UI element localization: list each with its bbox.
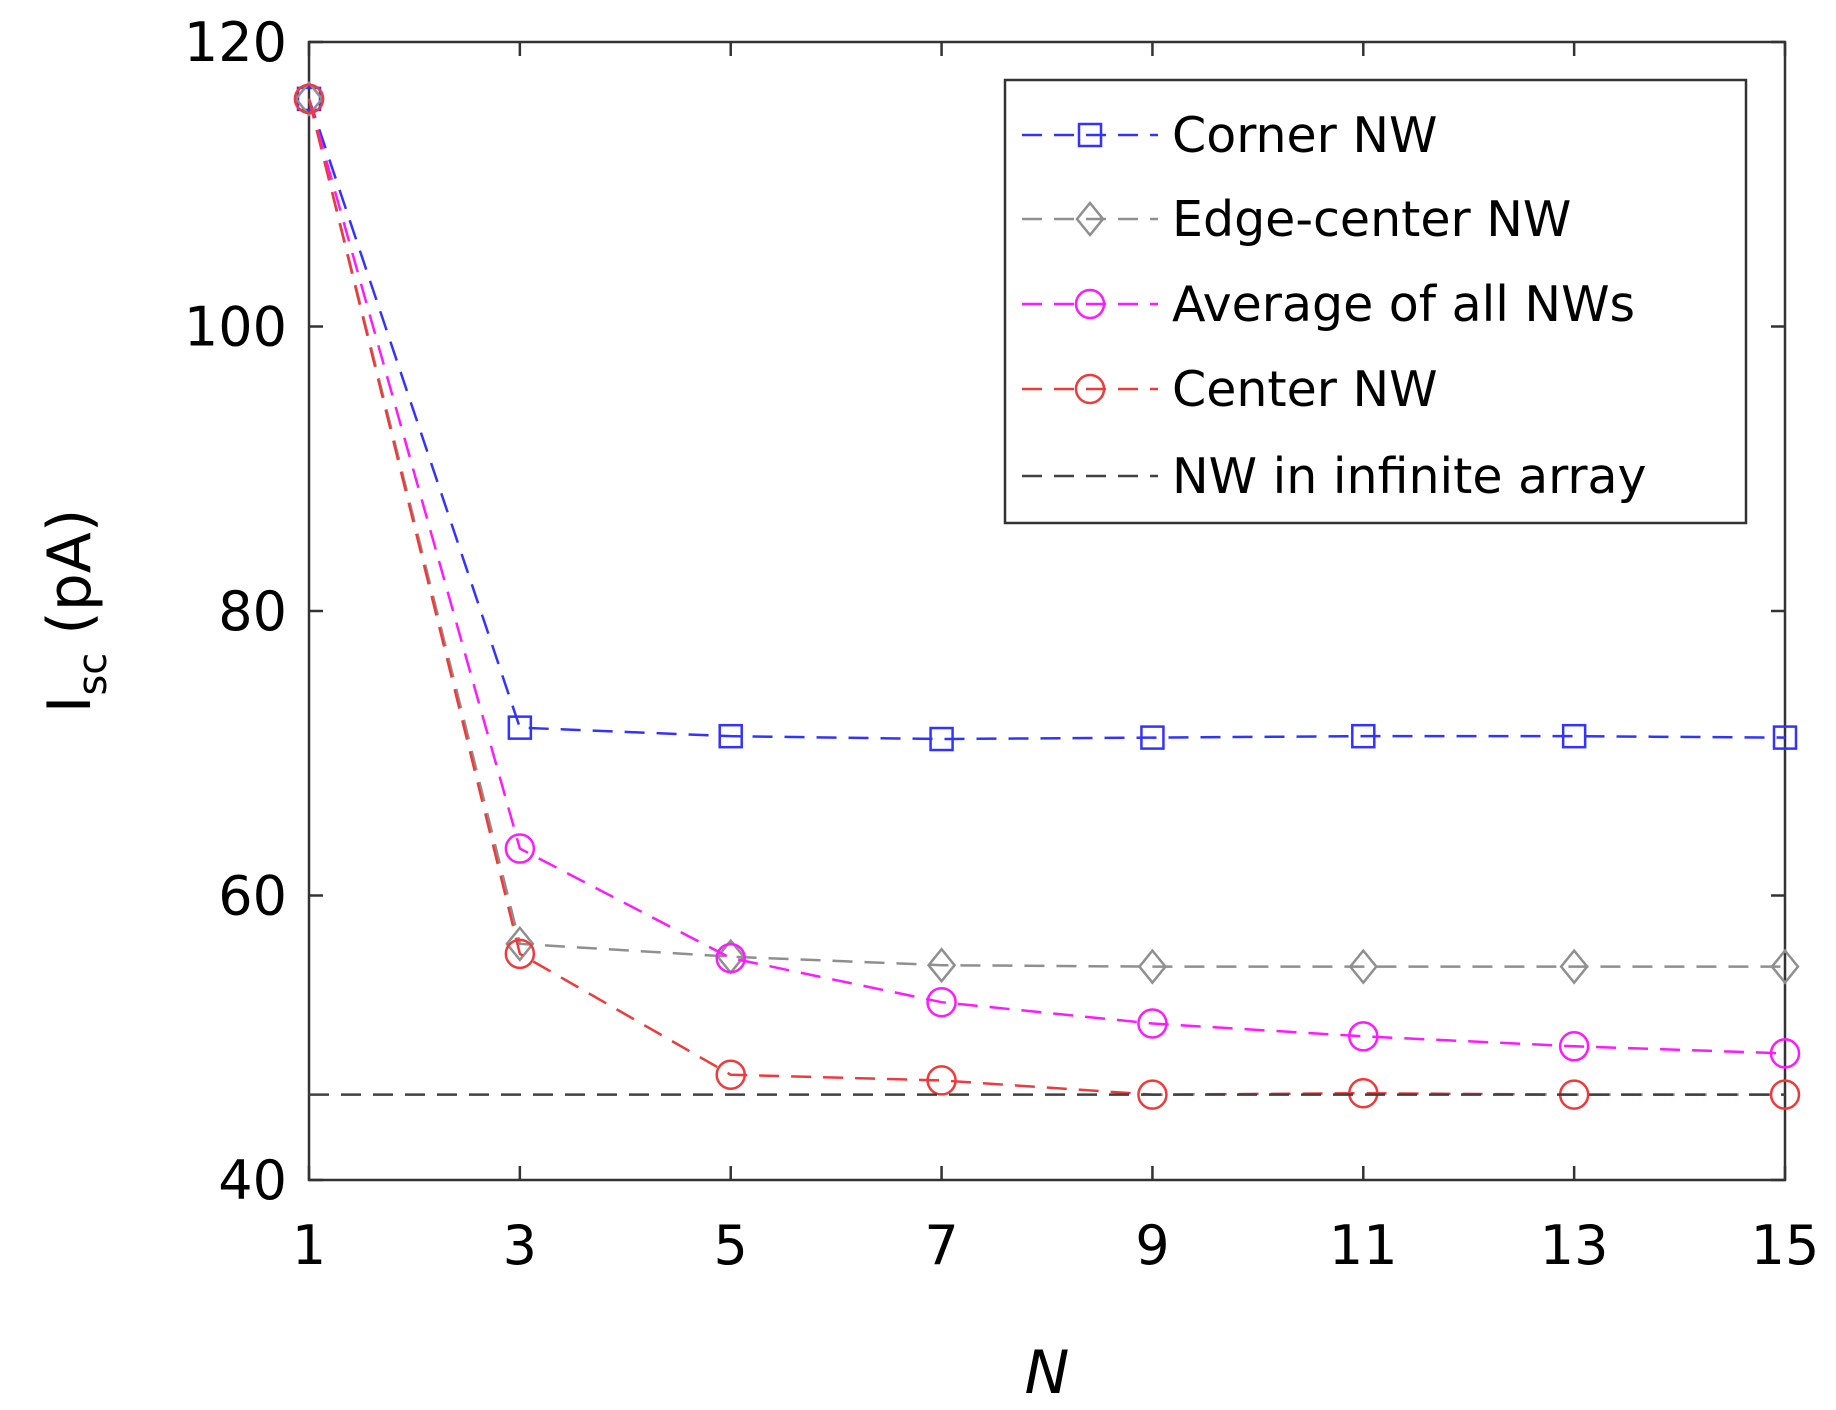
data-point (1348, 948, 1378, 985)
y-tick-label: 100 (184, 296, 287, 359)
legend-label: Edge-center NW (1172, 191, 1571, 248)
x-axis-ticks: 1 3 5 7 9 11 13 15 (292, 42, 1820, 1277)
x-tick-label: 3 (503, 1214, 537, 1277)
y-tick-label: 80 (218, 580, 287, 643)
legend-box (1003, 78, 1748, 525)
series-corner-nw (296, 86, 1798, 752)
legend-items: Corner NW Edge-center NW Average of all NW… (1022, 107, 1647, 505)
data-point (1351, 723, 1376, 749)
legend-item: Average of all NWs (1022, 276, 1635, 333)
x-tick-label: 1 (292, 1214, 326, 1277)
data-point (718, 723, 743, 749)
data-point (715, 942, 746, 974)
x-axis-title: N (1025, 1338, 1070, 1408)
data-point (926, 986, 957, 1018)
legend-swatch-marker (1077, 122, 1103, 148)
y-tick-label: 60 (218, 865, 287, 928)
x-tick-label: 9 (1135, 1214, 1169, 1277)
legend-item: Corner NW (1022, 107, 1438, 164)
data-point (715, 1059, 746, 1090)
data-point (1559, 948, 1589, 985)
y-axis-title-main: I (35, 696, 105, 714)
legend-label: Average of all NWs (1172, 276, 1635, 333)
legend-swatch-marker (1075, 201, 1105, 237)
x-tick-label: 5 (714, 1214, 748, 1277)
data-point (504, 938, 536, 970)
data-point (1348, 1077, 1379, 1109)
legend-label: Center NW (1172, 361, 1438, 418)
data-point (505, 925, 535, 962)
data-point (1140, 725, 1165, 750)
y-axis-title-subscript: sc (70, 653, 116, 696)
legend-swatch-marker (1074, 373, 1106, 405)
y-tick-label: 40 (218, 1149, 287, 1212)
x-tick-label: 7 (924, 1214, 958, 1277)
y-axis-title: Isc (pA) (35, 509, 116, 714)
legend-label: NW in infinite array (1172, 448, 1647, 505)
data-point (1137, 1079, 1168, 1110)
legend-item: Edge-center NW (1022, 191, 1571, 248)
legend-item: Center NW (1022, 361, 1438, 418)
x-tick-label: 15 (1751, 1214, 1820, 1277)
series-line (307, 98, 1786, 1055)
y-axis-ticks: 40 60 80 100 120 (184, 11, 1785, 1212)
data-point (293, 83, 325, 115)
data-point (1561, 723, 1587, 749)
data-point (1769, 1038, 1801, 1069)
data-point (1772, 725, 1798, 750)
data-point (1348, 1021, 1379, 1052)
y-tick-label: 120 (184, 11, 287, 74)
series-edge-center-nw (294, 80, 1800, 985)
data-point (504, 833, 536, 864)
x-tick-label: 11 (1329, 1214, 1398, 1277)
legend-label: Corner NW (1172, 107, 1438, 164)
data-point (929, 726, 954, 752)
legend: Corner NW Edge-center NW Average of all NW… (1003, 78, 1748, 525)
series-line (307, 98, 1786, 741)
legend-item: NW in infinite array (1022, 448, 1647, 505)
data-point (507, 715, 533, 740)
legend-swatch-marker (1074, 288, 1106, 320)
data-point (296, 86, 322, 112)
x-tick-label: 13 (1540, 1214, 1609, 1277)
series-layer (293, 80, 1801, 1110)
data-point (1769, 1079, 1801, 1110)
series-line (307, 98, 1785, 968)
data-point (1770, 948, 1800, 985)
data-point (926, 947, 957, 984)
data-point (926, 1065, 957, 1096)
data-point (1137, 948, 1168, 985)
data-point (294, 80, 324, 117)
y-axis-title-unit: (pA) (35, 509, 105, 635)
data-point (1137, 1008, 1168, 1039)
data-point (1558, 1031, 1590, 1062)
svg-text:Isc(pA): Isc (pA) (35, 509, 116, 714)
